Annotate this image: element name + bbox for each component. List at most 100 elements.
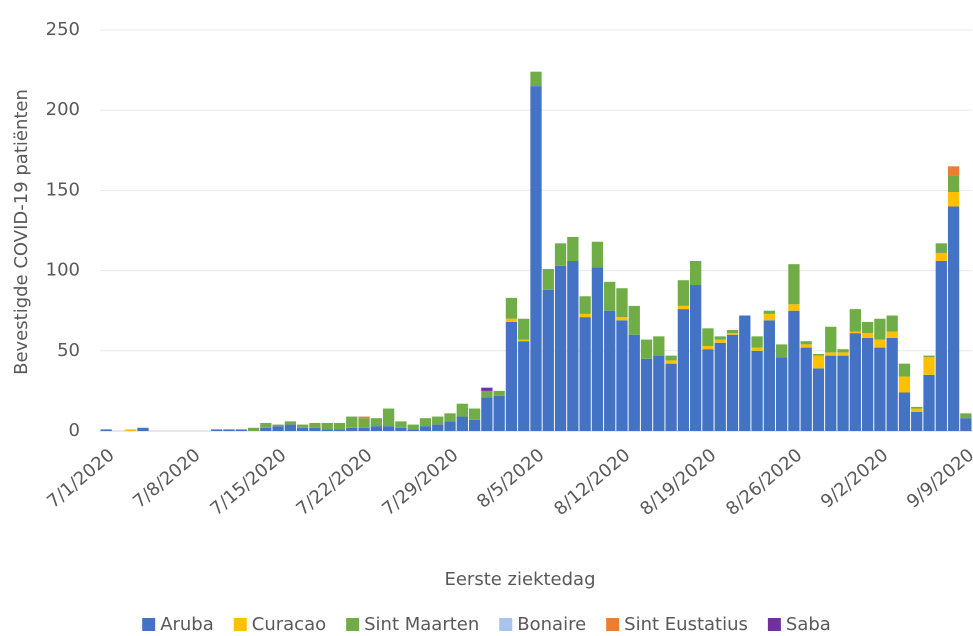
bar-segment [223,429,235,431]
bar-segment [407,429,419,431]
bar-segment [874,347,886,431]
bar-segment [284,424,297,431]
bar-segment [665,363,677,431]
y-tick-label: 200 [46,99,80,120]
bar-segment [272,426,284,431]
legend-label: Saba [786,614,831,635]
bar-segment [640,339,653,359]
legend-swatch [346,618,360,631]
legend-label: Bonaire [517,614,586,635]
bar-segment [309,422,321,428]
bar-segment [751,336,763,348]
legend-swatch [767,618,781,631]
bar-segment [739,315,751,431]
bar-segment [125,429,137,431]
bar-segment [702,345,714,350]
x-tick-label: 7/8/2020 [129,445,204,513]
bar-segment [653,336,665,356]
bar-segment [849,309,861,332]
x-tick-label: 8/26/2020 [722,445,806,520]
bar-segment [800,341,812,345]
bar-segment [309,427,321,431]
bar-segment [874,318,886,340]
bar-segment [825,352,837,356]
bar-segment [358,418,370,428]
bar-segment [591,267,604,431]
bar-segment [788,310,800,431]
bar-segment [911,411,923,431]
y-tick-label: 50 [57,340,80,361]
bar-segment [518,341,530,431]
bar-segment [542,268,554,290]
bar-segment [935,260,947,431]
bar-segment [763,310,776,314]
bar-segment [419,418,432,427]
bar-segment [542,289,554,431]
bar-segment [702,349,714,431]
bar-segment [604,281,616,311]
legend-swatch [499,618,513,631]
bar-segment [947,192,960,207]
bar-segment [260,422,272,428]
x-tick-label: 7/29/2020 [378,445,462,520]
bar-segment [137,427,149,431]
bar-segment [788,304,800,311]
bar-segment [911,406,923,409]
x-axis-label: Eerste ziektedag [444,569,595,590]
bar-segment [788,264,800,305]
legend-swatch [606,618,620,631]
x-tick-label: 8/5/2020 [473,445,548,513]
bar-segment [616,288,628,318]
bar-segment [726,334,739,431]
bar-segment [518,339,530,342]
bar-segment [444,421,456,431]
bar-segment [898,392,911,431]
bar-segment [432,416,444,425]
bar-segment [898,376,911,393]
x-tick-label: 8/19/2020 [636,445,720,520]
bar-segment [284,421,297,425]
bar-segment [505,318,518,322]
bar-segment [825,355,837,431]
bar-segment [481,387,493,391]
bar-segment [370,426,382,431]
bar-segment [825,326,837,353]
bar-segment [321,422,333,430]
bar-segment [886,315,898,332]
bar-segment [640,358,653,431]
bar-segment [554,265,567,431]
bar-segment [923,355,935,358]
bar-segment [812,368,825,431]
x-tick-label: 7/1/2020 [43,445,118,513]
bar-segment [665,355,677,361]
bar-segment [505,321,518,431]
bar-segment [690,260,702,286]
bar-segment [247,427,260,431]
bar-segment [763,313,776,321]
bar-segment [886,337,898,431]
bar-segment [837,349,849,353]
bar-segment [272,424,284,427]
bar-segment [690,285,702,431]
bar-segment [726,333,739,335]
bar-segment [296,424,309,428]
bar-segment [653,355,665,431]
bar-segment [579,317,591,431]
bar-segment [100,429,112,431]
bar-segment [395,421,407,428]
y-tick-label: 250 [46,19,80,40]
bar-segment [235,429,247,431]
bar-segment [530,71,542,87]
bar-segment [432,424,444,431]
bar-segment [493,395,505,431]
bar-segment [714,339,726,343]
bar-segment [628,305,640,335]
y-tick-label: 100 [46,260,80,281]
x-tick-label: 8/12/2020 [550,445,634,520]
bar-segment [554,243,567,266]
bar-segment [935,243,947,253]
legend-label: Sint Maarten [364,614,479,635]
bar-segment [800,347,812,431]
bar-segment [419,426,432,431]
